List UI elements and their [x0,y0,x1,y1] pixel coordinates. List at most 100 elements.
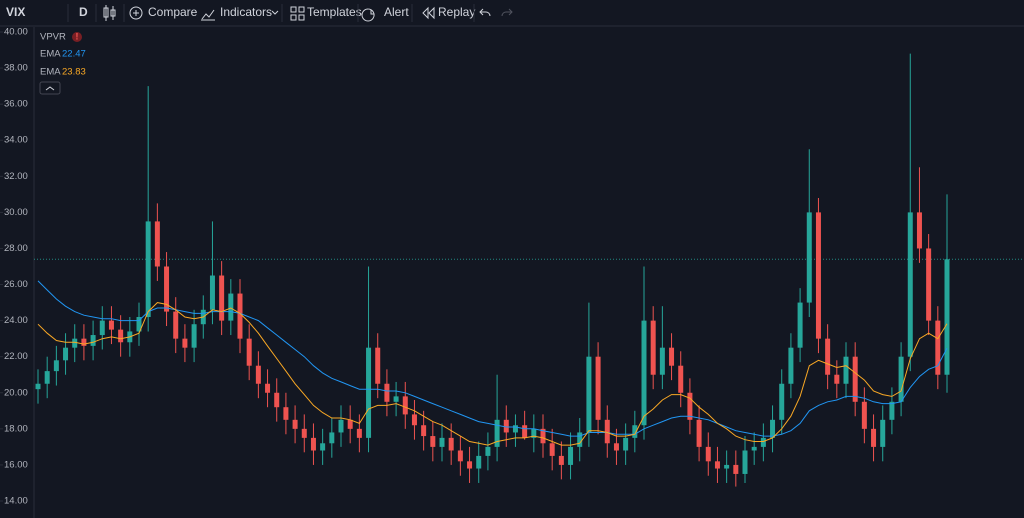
candle-body [577,432,583,447]
collapse-icon [45,86,55,91]
y-tick-label: 24.00 [4,315,28,326]
candle-body [164,266,170,312]
candle-body [228,293,234,321]
candle-body [366,347,372,438]
indicator-value: 22.47 [62,49,86,60]
collapse-button[interactable] [39,81,61,95]
candle-body [145,221,151,318]
candle-body [430,436,436,447]
candle-body [604,419,610,444]
toolbar-button[interactable]: Indicators [220,5,272,19]
candle-body [237,293,243,339]
indicators-icon[interactable] [201,9,215,21]
candle-body [751,446,757,451]
candle-body [540,428,546,444]
templates-icon[interactable] [290,6,305,21]
candle-body [815,212,821,339]
toolbar [0,0,1024,26]
indicator-name[interactable]: VPVR [40,32,66,43]
candle-body [136,317,142,332]
candle-body [770,419,776,438]
candle-body [733,464,739,474]
candle-body [944,259,950,375]
y-tick-label: 18.00 [4,423,28,434]
candle-body [916,212,922,249]
indicators-chevron[interactable] [271,10,279,15]
candle-body [586,356,592,433]
y-tick-label: 22.00 [4,351,28,362]
y-tick-label: 14.00 [4,496,28,507]
candle-body [595,356,601,420]
candle-body [301,428,307,438]
alert-icon[interactable] [361,8,375,22]
y-tick-label: 34.00 [4,135,28,146]
candle-body [825,338,831,375]
candle-body [347,419,353,429]
candle-body [283,407,289,420]
candle-body [476,455,482,469]
candle-body [246,338,252,366]
candle-body [494,419,500,447]
toolbar-button[interactable]: Alert [384,5,409,19]
candle-body [880,419,886,447]
candle-body [35,383,41,390]
candle-body [687,392,693,420]
toolbar-button[interactable]: Replay [438,5,475,19]
candle-body [457,450,463,462]
candle-body [154,221,160,267]
y-tick-label: 40.00 [4,27,28,38]
candle-body [421,425,427,437]
candle-body [219,275,225,321]
candle-body [503,419,509,433]
candle-body [63,347,69,361]
candle-body [531,428,537,438]
symbol[interactable]: VIX [6,5,25,19]
candle-body [485,446,491,456]
candle-body [788,347,794,384]
candle-body [90,335,96,346]
toolbar-button[interactable]: Templates [307,5,362,19]
candle-body [724,464,730,469]
y-tick-label: 20.00 [4,387,28,398]
undo-icon[interactable] [479,8,491,17]
toolbar-button[interactable]: Compare [148,5,198,19]
candle-body [72,338,78,348]
candle-body [402,396,408,415]
candle-body [99,320,105,336]
ema-line [37,302,948,446]
candle-body [852,356,858,402]
candle-body [338,419,344,433]
candle-body [650,320,656,375]
ema-line [37,280,948,437]
candle-body [623,437,629,451]
candle-body [889,401,895,420]
candle-body [320,443,326,451]
compare-icon-plus [133,10,139,16]
replay-icon[interactable] [422,6,435,20]
indicator-name[interactable]: EMA [40,67,61,78]
candle-body [118,329,124,343]
compare-icon[interactable] [129,6,143,20]
candle-body [907,212,913,357]
y-tick-label: 30.00 [4,207,28,218]
candle-body [522,425,528,438]
error-icon[interactable] [72,32,82,42]
y-tick-label: 16.00 [4,459,28,470]
candle-body [310,437,316,451]
candle-body [53,360,59,372]
indicator-name[interactable]: EMA [40,49,61,60]
y-tick-label: 26.00 [4,279,28,290]
candle-body [182,338,188,348]
interval[interactable]: D [79,5,88,19]
candle-body [797,302,803,348]
chart-style-icon[interactable] [103,5,116,21]
candle-body [393,396,399,402]
candle-body [356,428,362,438]
candle-body [265,383,271,393]
candle-body [843,356,849,384]
y-tick-label: 28.00 [4,243,28,254]
candle-body [411,414,417,426]
candle-body [871,428,877,447]
